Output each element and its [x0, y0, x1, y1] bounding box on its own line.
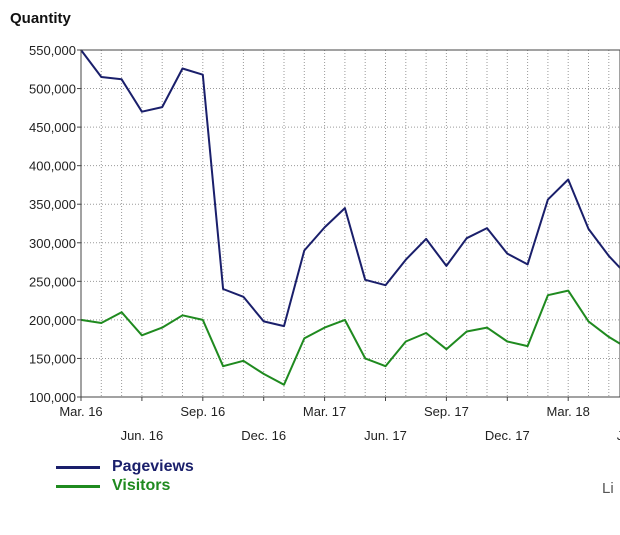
data-point-visitors	[222, 365, 224, 367]
x-tick-label: Jun. 17	[364, 428, 407, 443]
data-point-pageviews	[608, 255, 610, 257]
data-point-visitors	[567, 289, 569, 292]
legend-swatch-pageviews	[56, 465, 100, 469]
y-axis: 100,000 150,000 200,000 250,000 300,000 350,0…	[29, 43, 81, 405]
data-point-visitors	[202, 319, 204, 321]
data-point-visitors	[263, 373, 265, 375]
data-point-pageviews	[121, 78, 123, 80]
data-point-visitors	[384, 365, 387, 367]
data-point-visitors	[364, 357, 366, 360]
series-line-pageviews	[80, 49, 620, 328]
data-point-visitors	[283, 384, 285, 386]
partial-label: Li	[602, 480, 614, 497]
data-point-pageviews	[283, 325, 285, 327]
x-tick-label: Sep. 16	[180, 404, 225, 419]
data-point-pageviews	[303, 249, 305, 252]
data-point-pageviews	[364, 279, 366, 281]
y-tick-label: 550,000	[29, 43, 76, 58]
data-point-pageviews	[222, 288, 224, 290]
data-point-visitors	[121, 311, 123, 313]
data-point-pageviews	[161, 106, 163, 108]
x-tick-label: Jun.	[617, 428, 620, 443]
grid	[81, 50, 620, 397]
y-tick-label: 450,000	[29, 120, 76, 135]
data-point-pageviews	[324, 226, 326, 228]
x-tick-label: Mar. 16	[59, 404, 102, 419]
data-point-pageviews	[486, 227, 488, 229]
data-point-visitors	[100, 322, 102, 324]
series-line-visitors	[80, 289, 620, 386]
data-point-pageviews	[445, 265, 447, 267]
legend-swatch-visitors	[56, 484, 100, 488]
data-point-visitors	[486, 327, 488, 329]
x-tick-label: Sep. 17	[424, 404, 469, 419]
y-tick-label: 150,000	[29, 351, 76, 366]
data-point-visitors	[242, 360, 244, 362]
data-point-visitors	[608, 336, 610, 338]
data-point-pageviews	[547, 198, 549, 201]
data-point-pageviews	[466, 237, 468, 239]
data-point-visitors	[466, 330, 468, 333]
y-tick-label: 300,000	[29, 236, 76, 251]
y-tick-label: 500,000	[29, 82, 76, 97]
data-point-visitors	[527, 345, 529, 347]
data-point-pageviews	[567, 178, 569, 181]
data-point-visitors	[161, 327, 163, 329]
series-lines	[80, 49, 620, 386]
data-point-visitors	[141, 334, 143, 336]
data-point-pageviews	[141, 111, 143, 113]
data-point-pageviews	[181, 67, 184, 70]
data-point-pageviews	[344, 207, 346, 209]
data-point-visitors	[303, 337, 305, 339]
y-tick-label: 250,000	[29, 274, 76, 289]
data-point-pageviews	[100, 76, 102, 78]
plot-area	[80, 49, 620, 398]
data-point-pageviews	[506, 252, 508, 255]
data-point-visitors	[405, 340, 407, 343]
data-point-pageviews	[587, 228, 590, 230]
data-point-visitors	[324, 327, 326, 329]
legend-label-visitors: Visitors	[112, 477, 171, 494]
data-point-visitors	[445, 348, 447, 350]
data-point-pageviews	[384, 284, 387, 286]
x-tick-label: Dec. 16	[241, 428, 286, 443]
y-tick-label: 100,000	[29, 390, 76, 405]
data-point-pageviews	[263, 320, 265, 323]
data-point-visitors	[506, 340, 508, 343]
y-tick-label: 200,000	[29, 313, 76, 328]
data-point-visitors	[425, 332, 427, 334]
data-point-visitors	[181, 314, 184, 316]
y-tick-label: 400,000	[29, 159, 76, 174]
legend-item-visitors: Visitors	[56, 477, 170, 495]
legend-label-pageviews: Pageviews	[112, 458, 194, 475]
data-point-pageviews	[527, 263, 529, 265]
legend-item-pageviews: Pageviews	[56, 458, 194, 476]
data-point-pageviews	[405, 259, 407, 261]
chart-title: Quantity	[10, 10, 71, 27]
x-tick-label: Mar. 18	[547, 404, 590, 419]
x-tick-label: Dec. 17	[485, 428, 530, 443]
data-point-visitors	[587, 320, 590, 323]
x-tick-label: Jun. 16	[121, 428, 164, 443]
data-point-pageviews	[242, 296, 244, 298]
data-point-pageviews	[202, 74, 204, 76]
x-axis: Mar. 16 Jun. 16 Sep. 16 Dec. 16 Mar. 17 Jun. …	[59, 397, 620, 443]
data-point-visitors	[547, 294, 549, 296]
data-point-visitors	[344, 319, 346, 321]
y-tick-label: 350,000	[29, 197, 76, 212]
x-tick-label: Mar. 17	[303, 404, 346, 419]
data-point-pageviews	[425, 238, 427, 240]
